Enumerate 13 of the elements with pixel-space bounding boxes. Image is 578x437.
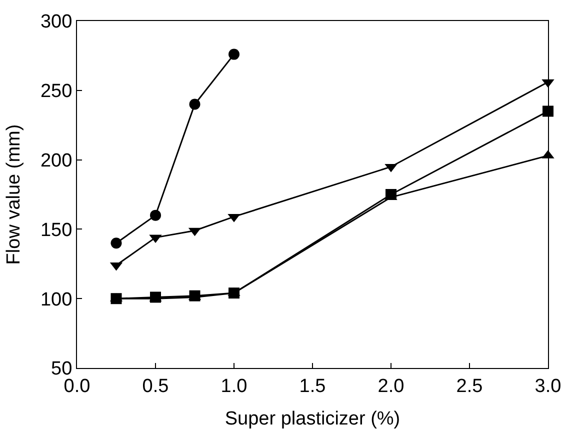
y-tick-label: 200 — [40, 150, 72, 172]
x-tick-label: 2.5 — [456, 376, 483, 397]
y-tick-label: 250 — [40, 81, 72, 102]
y-tick-label: 300 — [40, 12, 72, 33]
x-tick-label: 3.0 — [534, 376, 562, 397]
x-tick-label: 1.0 — [220, 376, 248, 397]
x-tick-label: 0.5 — [142, 376, 169, 397]
x-axis-title: Super plasticizer (%) — [224, 408, 400, 430]
y-tick-label: 150 — [40, 220, 72, 241]
y-tick-label: 100 — [40, 289, 72, 310]
y-axis-title: Flow value (mm) — [3, 124, 24, 265]
x-tick-label: 1.5 — [299, 376, 326, 397]
x-tick-label: 2.0 — [378, 376, 404, 397]
